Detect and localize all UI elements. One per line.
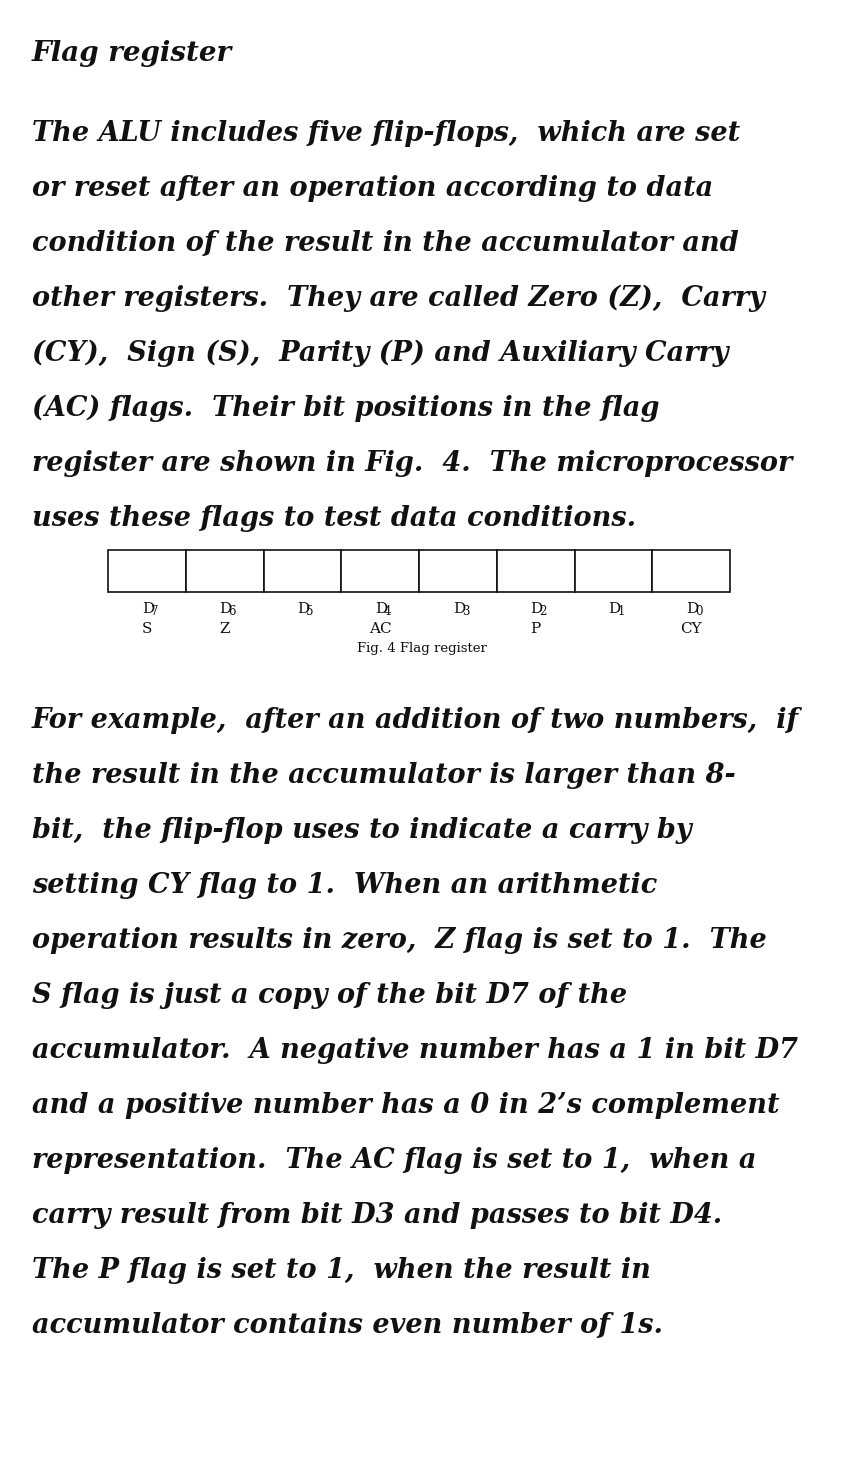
Text: 4: 4 xyxy=(384,605,392,618)
Text: register are shown in Fig.  4.  The microprocessor: register are shown in Fig. 4. The microp… xyxy=(32,449,792,477)
Text: the result in the accumulator is larger than 8-: the result in the accumulator is larger … xyxy=(32,763,736,789)
Bar xyxy=(264,550,341,593)
Text: P: P xyxy=(530,622,540,636)
Text: D: D xyxy=(142,602,154,616)
Text: 0: 0 xyxy=(695,605,702,618)
Text: (AC) flags.  Their bit positions in the flag: (AC) flags. Their bit positions in the f… xyxy=(32,395,659,423)
Text: uses these flags to test data conditions.: uses these flags to test data conditions… xyxy=(32,505,636,532)
Text: D: D xyxy=(530,602,543,616)
Text: carry result from bit D3 and passes to bit D4.: carry result from bit D3 and passes to b… xyxy=(32,1202,722,1230)
Text: The ALU includes five flip-flops,  which are set: The ALU includes five flip-flops, which … xyxy=(32,120,740,146)
Bar xyxy=(341,550,419,593)
Text: accumulator contains even number of 1s.: accumulator contains even number of 1s. xyxy=(32,1312,663,1339)
Text: (CY),  Sign (S),  Parity (P) and Auxiliary Carry: (CY), Sign (S), Parity (P) and Auxiliary… xyxy=(32,340,728,368)
Bar xyxy=(108,550,185,593)
Text: D: D xyxy=(220,602,232,616)
Text: accumulator.  A negative number has a 1 in bit D7: accumulator. A negative number has a 1 i… xyxy=(32,1038,798,1064)
Text: operation results in zero,  Z flag is set to 1.  The: operation results in zero, Z flag is set… xyxy=(32,927,767,953)
Text: setting CY flag to 1.  When an arithmetic: setting CY flag to 1. When an arithmetic xyxy=(32,872,658,899)
Text: representation.  The AC flag is set to 1,  when a: representation. The AC flag is set to 1,… xyxy=(32,1147,756,1174)
Text: 7: 7 xyxy=(151,605,158,618)
Bar xyxy=(652,550,730,593)
Bar xyxy=(419,550,497,593)
Text: other registers.  They are called Zero (Z),  Carry: other registers. They are called Zero (Z… xyxy=(32,285,765,312)
Text: 5: 5 xyxy=(306,605,314,618)
Text: Flag register: Flag register xyxy=(32,40,232,67)
Text: 6: 6 xyxy=(228,605,236,618)
Text: CY: CY xyxy=(680,622,702,636)
Text: AC: AC xyxy=(369,622,391,636)
Text: D: D xyxy=(609,602,620,616)
Text: D: D xyxy=(375,602,388,616)
Text: D: D xyxy=(298,602,309,616)
Text: or reset after an operation according to data: or reset after an operation according to… xyxy=(32,174,713,202)
Text: For example,  after an addition of two numbers,  if: For example, after an addition of two nu… xyxy=(32,706,799,735)
Text: 1: 1 xyxy=(617,605,625,618)
Bar xyxy=(497,550,574,593)
Text: S: S xyxy=(142,622,152,636)
Text: D: D xyxy=(453,602,465,616)
Text: and a positive number has a 0 in 2’s complement: and a positive number has a 0 in 2’s com… xyxy=(32,1092,780,1119)
Text: bit,  the flip-flop uses to indicate a carry by: bit, the flip-flop uses to indicate a ca… xyxy=(32,817,691,844)
Text: Z: Z xyxy=(219,622,230,636)
Text: S flag is just a copy of the bit D7 of the: S flag is just a copy of the bit D7 of t… xyxy=(32,981,627,1009)
Text: 2: 2 xyxy=(540,605,547,618)
Bar xyxy=(185,550,264,593)
Text: The P flag is set to 1,  when the result in: The P flag is set to 1, when the result … xyxy=(32,1256,651,1284)
Bar xyxy=(574,550,652,593)
Text: 3: 3 xyxy=(462,605,470,618)
Text: D: D xyxy=(686,602,698,616)
Text: Fig. 4 Flag register: Fig. 4 Flag register xyxy=(357,641,486,655)
Text: condition of the result in the accumulator and: condition of the result in the accumulat… xyxy=(32,231,738,257)
